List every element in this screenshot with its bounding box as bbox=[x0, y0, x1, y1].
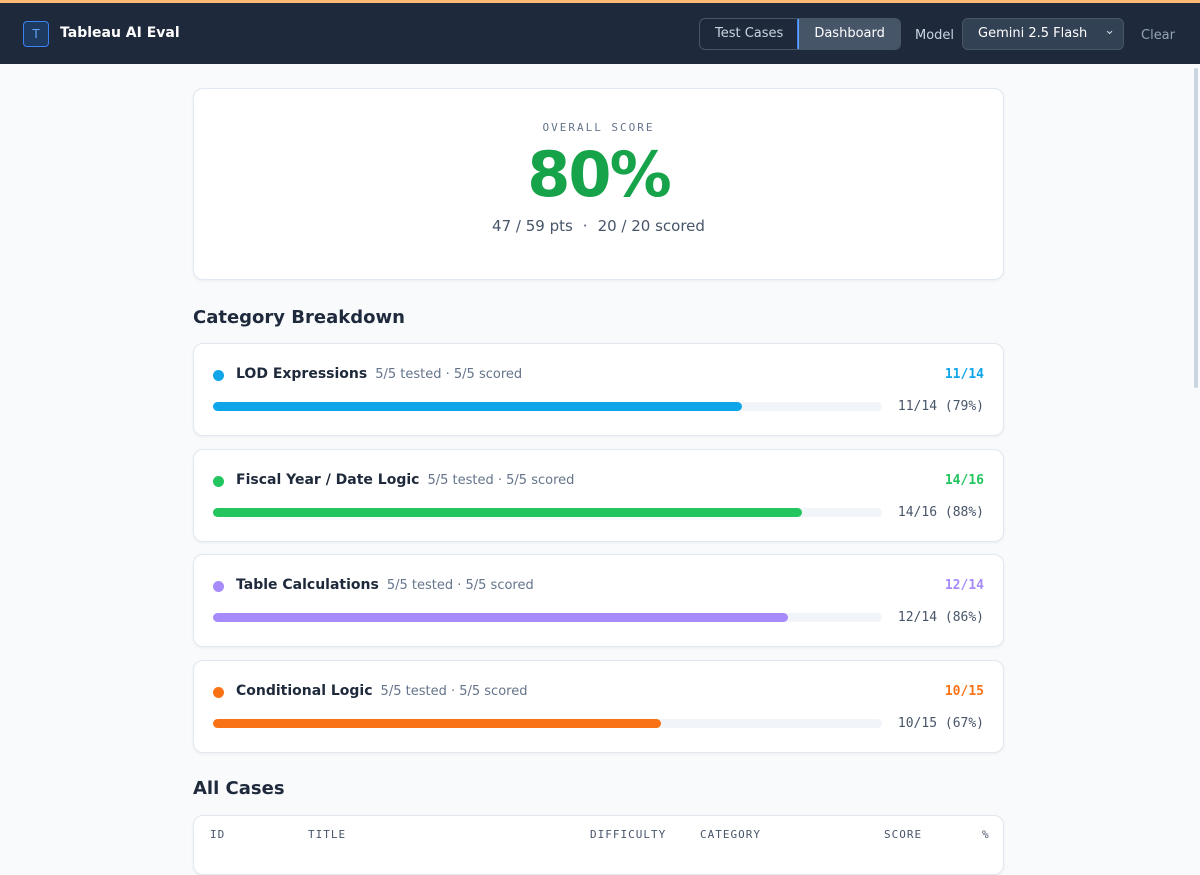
category-dot bbox=[213, 475, 224, 487]
points: 47 / 59 pts bbox=[492, 217, 573, 235]
tab[interactable]: Test Cases bbox=[715, 26, 784, 41]
scrollbar bbox=[1194, 68, 1198, 388]
category-card: Conditional Logic 5/5 tested · 5/5 scored… bbox=[193, 659, 1004, 753]
top-bar: T Tableau AI Eval Test Cases Dashboard Mo… bbox=[0, 0, 1200, 64]
progress-track bbox=[213, 507, 882, 517]
page-body: T Tableau AI Eval Test Cases Dashboard Mo… bbox=[0, 0, 1200, 851]
model-select[interactable]: Gemini 2.5 Flash bbox=[962, 16, 1124, 50]
app-title: Tableau AI Eval bbox=[60, 25, 180, 41]
tab-group: Test Cases Dashboard bbox=[699, 18, 901, 50]
column-header: DIFFICULTY bbox=[590, 828, 667, 841]
category-score: 10/15 bbox=[944, 683, 984, 699]
overall-card: OVERALL SCORE 80% 47 / 59 pts · 20 / 20 sc… bbox=[193, 88, 1004, 280]
category-meta: 5/5 tested · 5/5 scored bbox=[380, 683, 528, 699]
separator: · bbox=[582, 217, 588, 235]
category-dot bbox=[213, 370, 224, 381]
category-card: Fiscal Year / Date Logic 5/5 tested · 5/5… bbox=[193, 448, 1004, 542]
overall-stats: 47 / 59 pts · 20 / 20 scored bbox=[194, 217, 1003, 235]
overall-label: OVERALL SCORE bbox=[542, 121, 655, 134]
category-name: Fiscal Year / Date Logic 5/5 tested · 5/5… bbox=[236, 472, 574, 488]
progress-fill bbox=[213, 613, 789, 622]
section-title: All Cases bbox=[193, 778, 285, 799]
category-card: Table Calculations 5/5 tested · 5/5 score… bbox=[193, 554, 1004, 647]
category-detail: 12/14 (86%) bbox=[897, 610, 984, 625]
page: Tableau AI Eval {"header": {"logo": "T",… bbox=[0, 0, 1200, 851]
progress-track bbox=[213, 613, 882, 622]
progress-fill bbox=[213, 718, 662, 728]
column-header: SCORE bbox=[884, 828, 923, 841]
progress-fill bbox=[213, 507, 802, 517]
column-header: TITLE bbox=[308, 828, 347, 841]
name: Table Calculations bbox=[236, 577, 379, 593]
category-meta: 5/5 tested · 5/5 scored bbox=[386, 578, 534, 593]
column-header: % bbox=[982, 828, 990, 841]
category-score: 14/16 bbox=[944, 472, 984, 488]
logo: T bbox=[23, 21, 49, 47]
tab[interactable]: Dashboard bbox=[797, 19, 900, 49]
category-meta: 5/5 tested · 5/5 scored bbox=[375, 367, 523, 382]
progress-track bbox=[213, 402, 882, 411]
category-score: 12/14 bbox=[944, 578, 984, 593]
scored: 20 / 20 scored bbox=[597, 217, 705, 235]
category-name: Table Calculations 5/5 tested · 5/5 score… bbox=[236, 577, 534, 593]
clear-button[interactable]: Clear bbox=[1141, 28, 1175, 43]
category-detail: 10/15 (67%) bbox=[897, 715, 984, 731]
category-name: Conditional Logic 5/5 tested · 5/5 scored bbox=[236, 683, 527, 699]
category-detail: 14/16 (88%) bbox=[897, 504, 984, 520]
name: Conditional Logic bbox=[236, 682, 373, 699]
category-name: LOD Expressions 5/5 tested · 5/5 scored bbox=[236, 366, 522, 382]
progress-fill bbox=[213, 402, 742, 411]
model-label: Model bbox=[915, 28, 955, 43]
category-score: 11/14 bbox=[944, 367, 984, 382]
category-meta: 5/5 tested · 5/5 scored bbox=[427, 472, 575, 488]
overall-score: 80% bbox=[527, 138, 671, 211]
column-header: CATEGORY bbox=[700, 828, 761, 841]
category-detail: 11/14 (79%) bbox=[897, 399, 984, 414]
category-dot bbox=[213, 581, 224, 592]
name: LOD Expressions bbox=[236, 366, 368, 382]
name: Fiscal Year / Date Logic bbox=[236, 471, 420, 488]
section-title: Category Breakdown bbox=[193, 307, 405, 328]
column-header: ID bbox=[210, 828, 226, 841]
category-dot bbox=[213, 686, 224, 698]
cases-table: ID TITLE DIFFICULTY CATEGORY SCORE% bbox=[193, 815, 1004, 875]
category-card: LOD Expressions 5/5 tested · 5/5 scored 11… bbox=[193, 343, 1004, 436]
progress-track bbox=[213, 718, 882, 728]
